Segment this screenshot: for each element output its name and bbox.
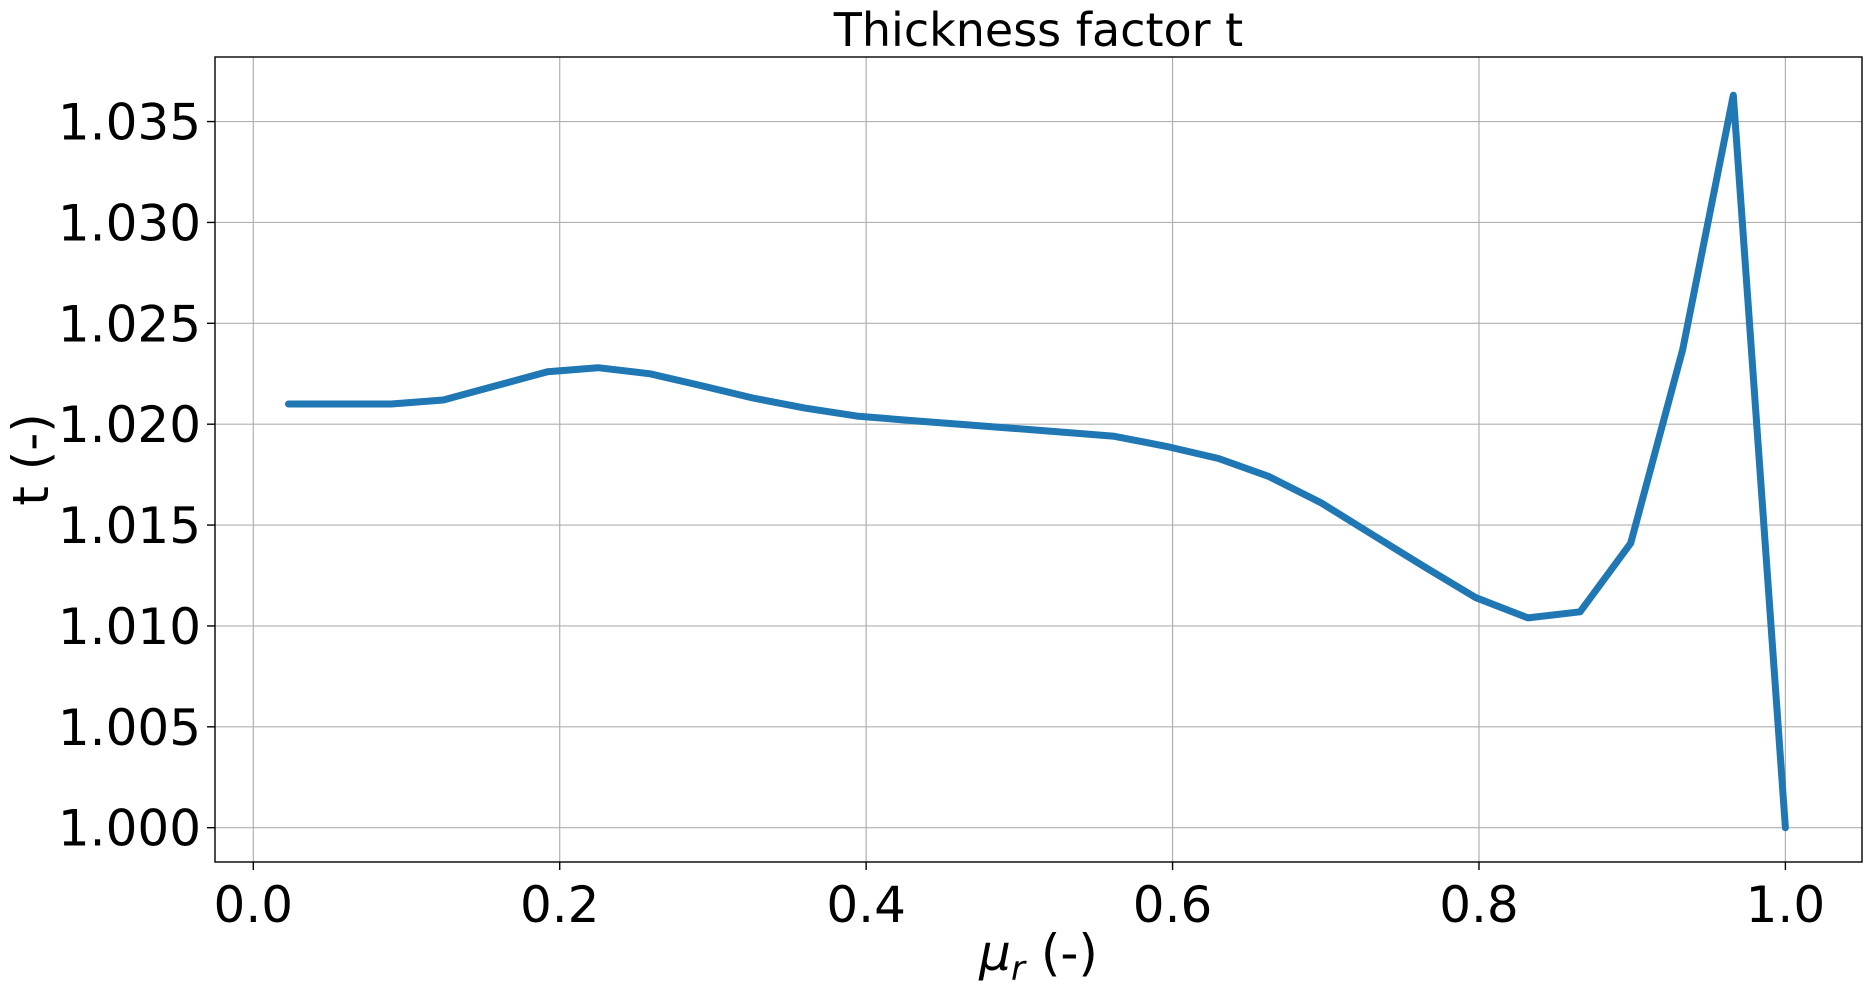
- data-point: [1525, 615, 1531, 621]
- y-tick-label: 1.020: [58, 396, 201, 454]
- data-point: [1061, 429, 1067, 435]
- y-tick-label: 1.010: [58, 598, 201, 656]
- x-axis-label-subscript: r: [1011, 949, 1027, 989]
- data-point: [1577, 609, 1583, 615]
- data-point: [1628, 540, 1634, 546]
- data-point: [802, 405, 808, 411]
- data-point: [1370, 532, 1376, 538]
- y-tick-label: 1.015: [58, 497, 201, 555]
- x-tick-label: 0.8: [1439, 876, 1519, 934]
- data-point: [595, 365, 601, 371]
- y-tick-label: 1.030: [58, 194, 201, 252]
- x-tick-label: 0.4: [826, 876, 906, 934]
- y-tick-label: 1.000: [58, 800, 201, 858]
- tick-layer: 0.0 0.2 0.4 0.6 0.8 1.0 1.000 1.005 1.010 1.015 1.…: [58, 94, 1825, 934]
- x-tick-label: 0.2: [520, 876, 600, 934]
- y-axis-label: t (-): [2, 413, 60, 506]
- data-point: [492, 383, 498, 389]
- data-point: [1422, 564, 1428, 570]
- x-tick-label: 0.0: [214, 876, 294, 934]
- data-point: [905, 417, 910, 423]
- data-point: [750, 395, 756, 401]
- data-point: [957, 421, 963, 427]
- data-point: [1680, 347, 1686, 352]
- data-point: [1318, 500, 1324, 506]
- y-tick-label: 1.005: [58, 699, 201, 757]
- data-point: [647, 371, 653, 377]
- data-point: [1266, 474, 1272, 480]
- data-point: [545, 369, 550, 375]
- data-point: [1730, 92, 1736, 98]
- chart-title: Thickness factor t: [833, 3, 1243, 57]
- x-axis-label-base: μ: [978, 924, 1011, 982]
- data-point: [1473, 595, 1479, 601]
- grid: [215, 57, 1862, 862]
- data-point: [699, 383, 705, 389]
- data-point: [854, 413, 860, 419]
- x-tick-label: 1.0: [1746, 876, 1826, 934]
- data-point: [1163, 443, 1169, 449]
- series-layer: [285, 91, 1789, 832]
- data-point: [440, 397, 446, 403]
- plot-frame: [214, 56, 1863, 863]
- series-line: [285, 91, 1789, 832]
- y-tick-label: 1.035: [58, 94, 201, 152]
- y-tick-label: 1.025: [58, 295, 201, 353]
- data-point: [1111, 433, 1117, 439]
- x-tick-label: 0.6: [1133, 876, 1213, 934]
- x-axis-label: μr (-): [978, 924, 1098, 989]
- data-point: [388, 401, 394, 407]
- data-point: [338, 401, 344, 407]
- data-point: [286, 401, 291, 407]
- data-point: [1782, 825, 1788, 831]
- x-axis-label-suffix: (-): [1025, 924, 1098, 982]
- data-point: [1009, 425, 1015, 431]
- data-point: [1216, 456, 1221, 461]
